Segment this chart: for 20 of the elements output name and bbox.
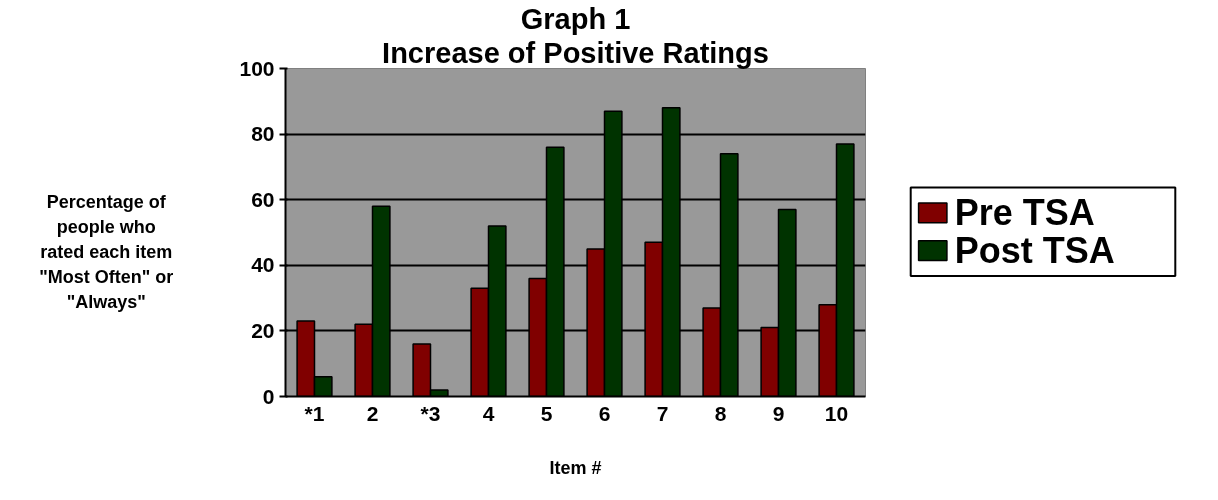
x-tick-label: 10 xyxy=(824,401,849,425)
chart-title: Graph 1 xyxy=(520,2,631,35)
y-tick-label: 80 xyxy=(251,122,275,146)
x-tick-label: 7 xyxy=(656,401,669,425)
x-tick-label: 4 xyxy=(482,401,495,425)
x-axis-title: Item # xyxy=(549,457,602,478)
y-tick-label: 20 xyxy=(251,318,275,342)
y-axis-title: Percentage of people who rated each item "Most Often" or "Always" xyxy=(39,192,174,313)
y-tick-label: 40 xyxy=(251,253,275,277)
y-tick-label: 100 xyxy=(239,56,275,80)
y-tick-label: 0 xyxy=(262,384,275,408)
chart-subtitle: Increase of Positive Ratings xyxy=(382,36,769,69)
x-tick-label: 5 xyxy=(540,401,553,425)
x-tick-label: 8 xyxy=(714,401,727,425)
y-tick-label: 60 xyxy=(251,187,275,211)
x-tick-label: *3 xyxy=(420,401,441,425)
x-tick-label: 2 xyxy=(366,401,379,425)
x-tick-label: 6 xyxy=(598,401,611,425)
x-tick-label: *1 xyxy=(304,401,325,425)
x-tick-label: 9 xyxy=(772,401,785,425)
